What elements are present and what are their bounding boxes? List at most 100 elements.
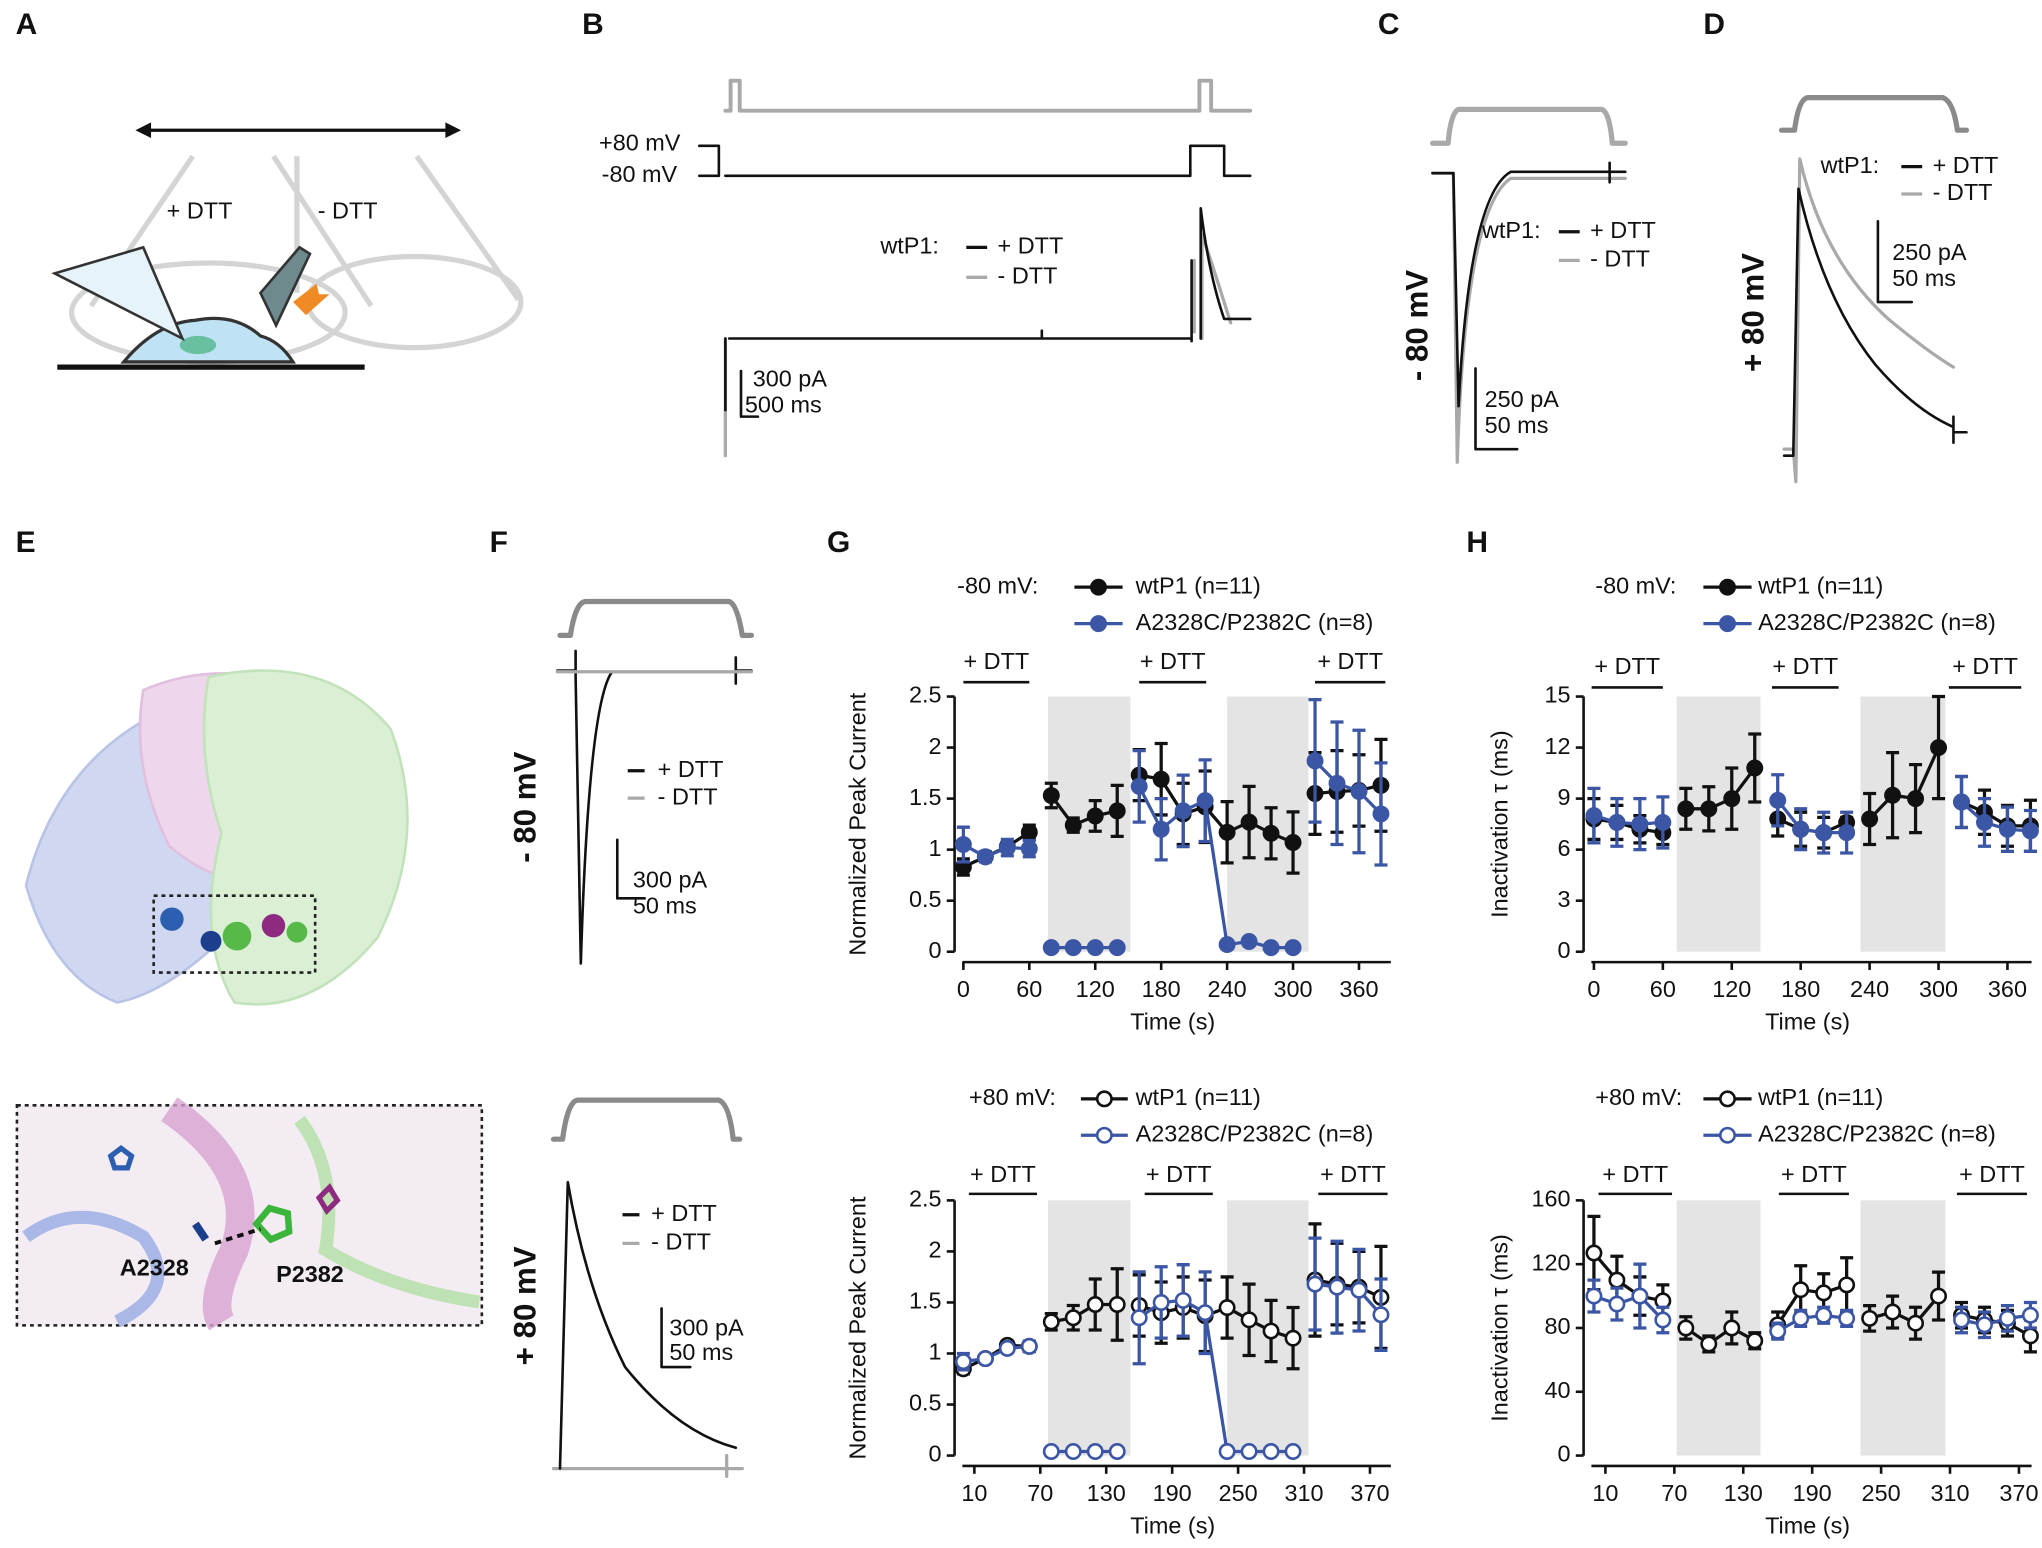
x-tick-label: 310 [1284,1480,1323,1506]
y-tick-label: 0 [929,1441,942,1467]
y-tick-label: 2 [929,733,942,759]
stimulus-trace [550,1097,743,1142]
y-tick-label: 40 [1545,1377,1571,1403]
legend-label: - DTT [651,1229,711,1255]
data-point [1838,1309,1856,1327]
data-point [1152,1293,1170,1311]
current-trace [558,1180,738,1470]
y-tick-label: 1.5 [909,1288,942,1314]
scale-label: 250 pA [1485,386,1560,412]
legend-title: wtP1: [1820,152,1880,178]
data-point [1631,1287,1649,1305]
data-point [1700,1335,1718,1353]
legend-marker [1719,578,1736,596]
legend-label: - DTT [1590,246,1650,272]
x-tick-label: 360 [1988,976,2027,1002]
panel-label: D [1703,8,1725,41]
data-point [1108,1296,1126,1313]
panel-label: A [16,8,38,41]
y-tick-label: 0 [1558,1441,1571,1467]
x-tick-label: 180 [1142,976,1181,1002]
data-point [1585,1287,1603,1305]
data-point [1174,1291,1192,1309]
data-point [1350,1281,1368,1299]
data-point [1907,790,1925,808]
dtt-label: + DTT [1772,653,1838,679]
x-tick-label: 300 [1919,976,1958,1002]
legend-title: wtP1: [1481,217,1541,243]
data-point [1723,790,1741,808]
current-trace [724,207,1252,412]
legend-marker [1095,1090,1113,1108]
current-trace [1430,171,1627,464]
scale-label: 50 ms [1485,412,1549,438]
data-point [1262,1443,1280,1460]
x-tick-label: 370 [1350,1480,1389,1506]
data-point [1196,792,1214,810]
residue-label: P2382 [276,1261,344,1287]
data-point [1350,782,1368,800]
panel-label: C [1378,8,1400,41]
data-point [1677,1319,1695,1337]
scale-bar [660,1307,692,1369]
y-tick-label: 3 [1558,886,1571,912]
y-tick-label: 1.5 [909,784,942,810]
scale-bar [615,838,646,900]
x-axis-label: Time (s) [1765,1009,1850,1035]
y-axis-label: Inactivation τ (ms) [1487,1234,1513,1422]
scale-bar [1474,367,1519,451]
legend-marker [1095,1126,1113,1144]
data-point [1284,834,1302,851]
x-tick-label: 360 [1339,976,1378,1002]
y-tick-label: 2 [929,1237,942,1263]
data-point [1086,1443,1104,1460]
x-tick-label: 0 [1587,976,1600,1002]
legend-label: wtP1 (n=11) [1135,572,1261,598]
x-tick-label: 10 [1592,1480,1618,1506]
legend-label: wtP1 (n=11) [1757,1084,1883,1110]
legend-marker [1719,1090,1736,1108]
dtt-label: + DTT [1602,1161,1668,1187]
data-point [1064,816,1082,834]
data-point [1654,1311,1672,1329]
data-point [1108,939,1126,957]
y-tick-label: 1 [929,835,942,861]
y-tick-label: 0 [929,937,942,963]
data-point [1064,1443,1082,1460]
data-point [1042,1443,1060,1460]
data-point [1218,823,1236,841]
data-point [1262,1322,1280,1340]
voltage-label: + 80 mV [1736,253,1771,372]
y-tick-label: 9 [1558,784,1571,810]
x-tick-label: 250 [1219,1480,1258,1506]
legend-label: + DTT [1590,217,1656,243]
x-tick-label: 300 [1273,976,1312,1002]
data-point [1815,1306,1833,1324]
dtt-label: + DTT [1317,648,1383,674]
data-point [1792,1309,1810,1327]
legend-marker [1719,1126,1736,1144]
x-axis-label: Time (s) [1130,1009,1215,1035]
y-tick-label: 6 [1558,835,1571,861]
stimulus-trace [1778,95,1970,133]
data-point [1284,1329,1302,1347]
legend-marker [1090,578,1107,596]
legend-label: A2328C/P2382C (n=8) [1758,1120,1996,1146]
data-point [1631,815,1649,833]
data-point [1976,813,1993,831]
data-point [1328,1278,1346,1296]
scale-label: 50 ms [1892,265,1956,291]
voltage-label: +80 mV [599,130,681,156]
data-point [1108,1443,1126,1460]
current-trace [1431,161,1627,408]
dtt-label: + DTT [1320,1161,1386,1187]
data-point [954,1353,972,1371]
panel-label: F [490,526,508,559]
data-point [1792,820,1810,838]
data-point [1240,1443,1258,1460]
data-point [1240,813,1258,831]
data-point [1218,936,1236,954]
data-point [1020,823,1038,841]
dtt-label: + DTT [963,648,1029,674]
